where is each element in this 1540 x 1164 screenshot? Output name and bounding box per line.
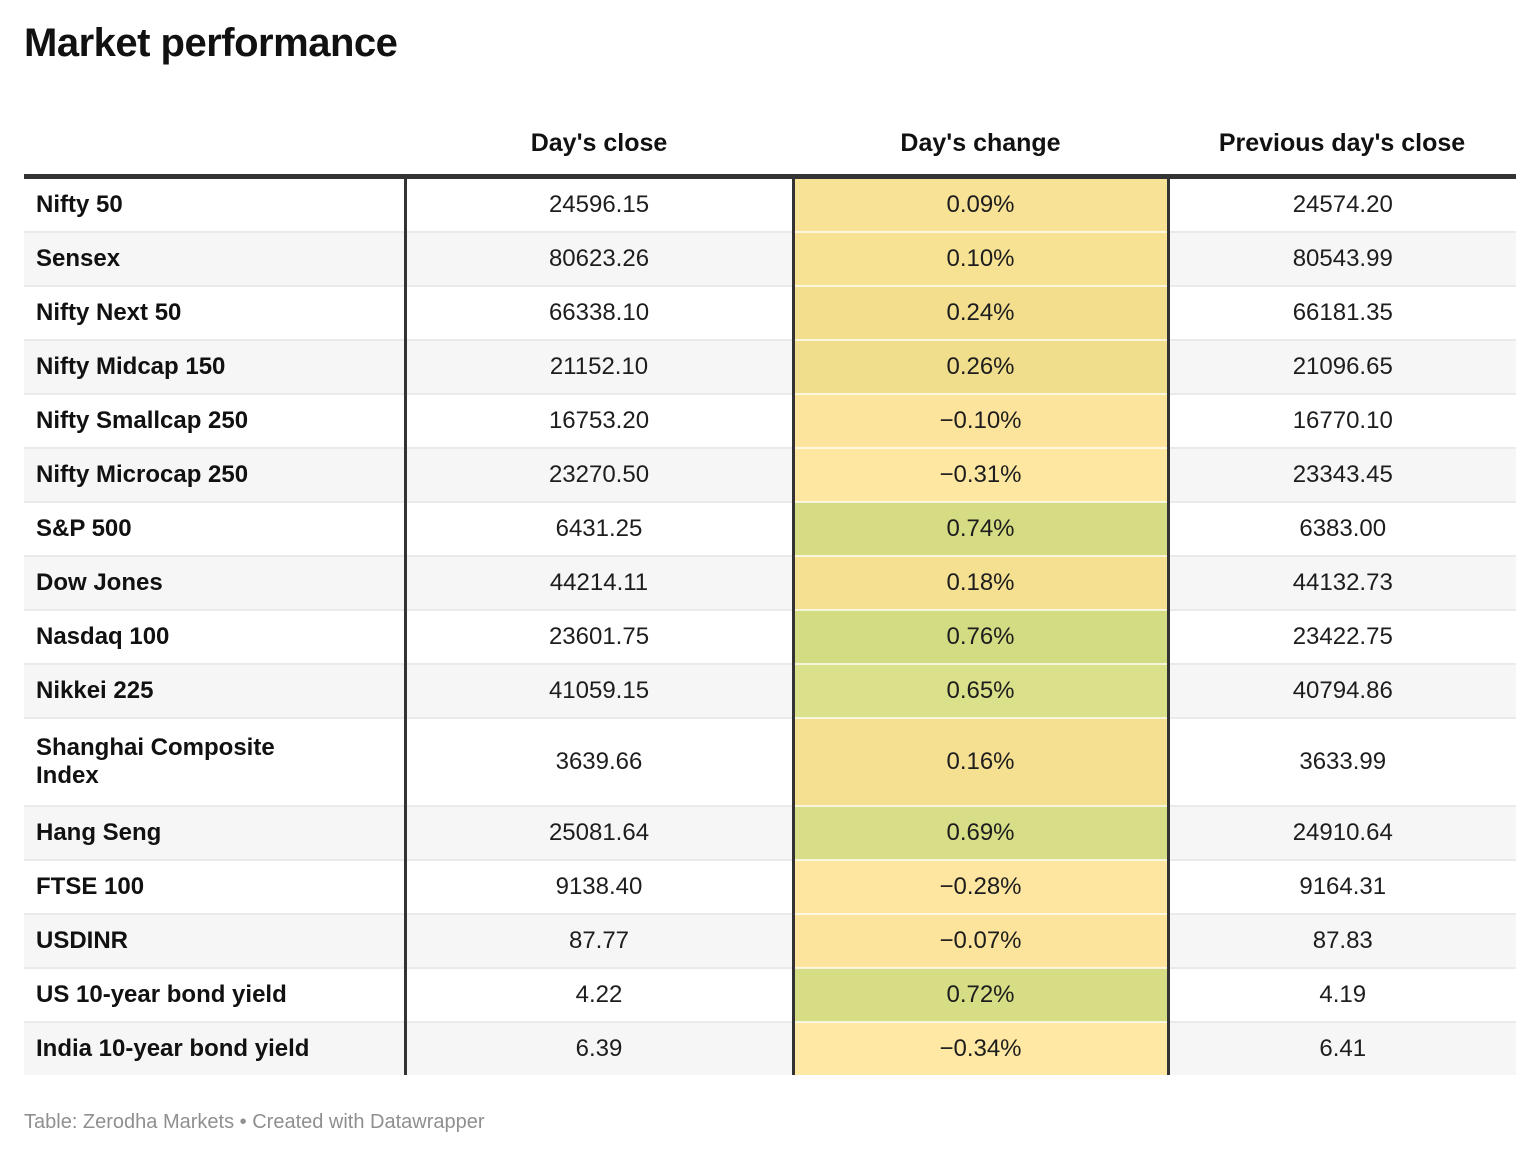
days-change-cell: 0.10%	[791, 231, 1170, 286]
table-row: Nifty Microcap 250 23270.50 −0.31% 23343…	[24, 447, 1516, 502]
index-name-cell: Nifty Smallcap 250	[24, 393, 407, 448]
index-name-cell: Nifty Midcap 150	[24, 339, 407, 394]
index-name-cell: USDINR	[24, 913, 407, 968]
table-row: USDINR 87.77 −0.07% 87.83	[24, 913, 1516, 968]
index-name-cell: Nifty Microcap 250	[24, 447, 407, 502]
market-performance-table: Day's close Day's change Previous day's …	[24, 66, 1516, 1075]
page-title: Market performance	[24, 21, 398, 65]
days-change-cell: 0.26%	[791, 339, 1170, 394]
table-row: Nifty Midcap 150 21152.10 0.26% 21096.65	[24, 339, 1516, 394]
days-change-cell: −0.07%	[791, 913, 1170, 968]
table-row: Nasdaq 100 23601.75 0.76% 23422.75	[24, 609, 1516, 664]
days-change-cell: 0.74%	[791, 501, 1170, 556]
column-header-days-close: Day's close	[405, 66, 793, 179]
previous-close-cell: 23422.75	[1168, 609, 1516, 664]
table-row: Nikkei 225 41059.15 0.65% 40794.86	[24, 663, 1516, 718]
days-close-cell: 44214.11	[405, 555, 793, 610]
previous-close-cell: 3633.99	[1168, 717, 1516, 806]
days-change-cell: 0.18%	[791, 555, 1170, 610]
table-header-row: Day's close Day's change Previous day's …	[24, 66, 1516, 179]
index-name-cell: Nikkei 225	[24, 663, 407, 718]
days-close-cell: 87.77	[405, 913, 793, 968]
previous-close-cell: 44132.73	[1168, 555, 1516, 610]
table-row: Dow Jones 44214.11 0.18% 44132.73	[24, 555, 1516, 610]
column-header-previous-close: Previous day's close	[1168, 66, 1516, 179]
table-row: US 10-year bond yield 4.22 0.72% 4.19	[24, 967, 1516, 1022]
index-name-cell: Nasdaq 100	[24, 609, 407, 664]
days-change-cell: 0.24%	[791, 285, 1170, 340]
days-change-cell: −0.34%	[791, 1021, 1170, 1075]
previous-close-cell: 23343.45	[1168, 447, 1516, 502]
table-row: Nifty 50 24596.15 0.09% 24574.20	[24, 176, 1516, 232]
table-row: Nifty Smallcap 250 16753.20 −0.10% 16770…	[24, 393, 1516, 448]
previous-close-cell: 24910.64	[1168, 805, 1516, 860]
table-row: Shanghai Composite Index 3639.66 0.16% 3…	[24, 717, 1516, 806]
days-change-cell: 0.65%	[791, 663, 1170, 718]
days-close-cell: 24596.15	[548, 191, 650, 218]
index-name-cell: FTSE 100	[24, 859, 407, 914]
index-name-cell: Shanghai Composite Index	[24, 717, 407, 806]
table-body: Nifty 50 24596.15 0.09% 24574.20 Sensex …	[24, 176, 1516, 1075]
index-name-cell: Sensex	[24, 231, 407, 286]
days-change-cell: 0.09%	[791, 176, 1170, 232]
days-change-cell: 0.16%	[791, 717, 1170, 806]
previous-close-cell: 4.19	[1168, 967, 1516, 1022]
table-header: Day's close Day's change Previous day's …	[24, 66, 1516, 179]
index-name-cell: US 10-year bond yield	[24, 967, 407, 1022]
days-change-cell: 0.76%	[791, 609, 1170, 664]
previous-close-cell: 9164.31	[1168, 859, 1516, 914]
days-change-cell: −0.31%	[791, 447, 1170, 502]
days-close-cell: 3639.66	[405, 717, 793, 806]
previous-close-cell: 24574.20	[1292, 191, 1393, 218]
previous-close-cell: 66181.35	[1168, 285, 1516, 340]
days-close-cell: 4.22	[405, 967, 793, 1022]
days-change-cell: 0.72%	[791, 967, 1170, 1022]
column-header-days-change: Day's change	[793, 66, 1168, 179]
table-row: India 10-year bond yield 6.39 −0.34% 6.4…	[24, 1021, 1516, 1075]
days-change-cell: −0.10%	[791, 393, 1170, 448]
days-close-cell: 80623.26	[405, 231, 793, 286]
table-row: S&P 500 6431.25 0.74% 6383.00	[24, 501, 1516, 556]
attribution-footer: Table: Zerodha Markets • Created with Da…	[24, 1111, 485, 1133]
days-close-cell: 16753.20	[405, 393, 793, 448]
index-name-cell: Dow Jones	[24, 555, 407, 610]
days-close-cell: 6.39	[405, 1021, 793, 1075]
column-header-name	[24, 66, 405, 179]
index-name-cell: India 10-year bond yield	[24, 1021, 407, 1075]
days-change-cell: −0.28%	[791, 859, 1170, 914]
index-name-cell: Hang Seng	[24, 805, 407, 860]
table-row: Hang Seng 25081.64 0.69% 24910.64	[24, 805, 1516, 860]
days-close-cell: 21152.10	[405, 339, 793, 394]
index-name-cell: Nifty Next 50	[24, 285, 407, 340]
days-close-cell: 23270.50	[405, 447, 793, 502]
days-close-cell: 41059.15	[405, 663, 793, 718]
days-change-cell: 0.69%	[791, 805, 1170, 860]
previous-close-cell: 16770.10	[1168, 393, 1516, 448]
table-row: Nifty Next 50 66338.10 0.24% 66181.35	[24, 285, 1516, 340]
previous-close-cell: 80543.99	[1168, 231, 1516, 286]
days-close-cell: 9138.40	[405, 859, 793, 914]
previous-close-cell: 21096.65	[1168, 339, 1516, 394]
previous-close-cell: 40794.86	[1168, 663, 1516, 718]
table-row: FTSE 100 9138.40 −0.28% 9164.31	[24, 859, 1516, 914]
index-name-cell: S&P 500	[24, 501, 407, 556]
previous-close-cell: 6383.00	[1168, 501, 1516, 556]
index-name-cell: Nifty 50	[24, 176, 407, 232]
days-close-cell: 23601.75	[405, 609, 793, 664]
previous-close-cell: 6.41	[1168, 1021, 1516, 1075]
table-row: Sensex 80623.26 0.10% 80543.99	[24, 231, 1516, 286]
days-close-cell: 25081.64	[405, 805, 793, 860]
previous-close-cell: 87.83	[1168, 913, 1516, 968]
days-close-cell: 66338.10	[405, 285, 793, 340]
days-close-cell: 6431.25	[405, 501, 793, 556]
